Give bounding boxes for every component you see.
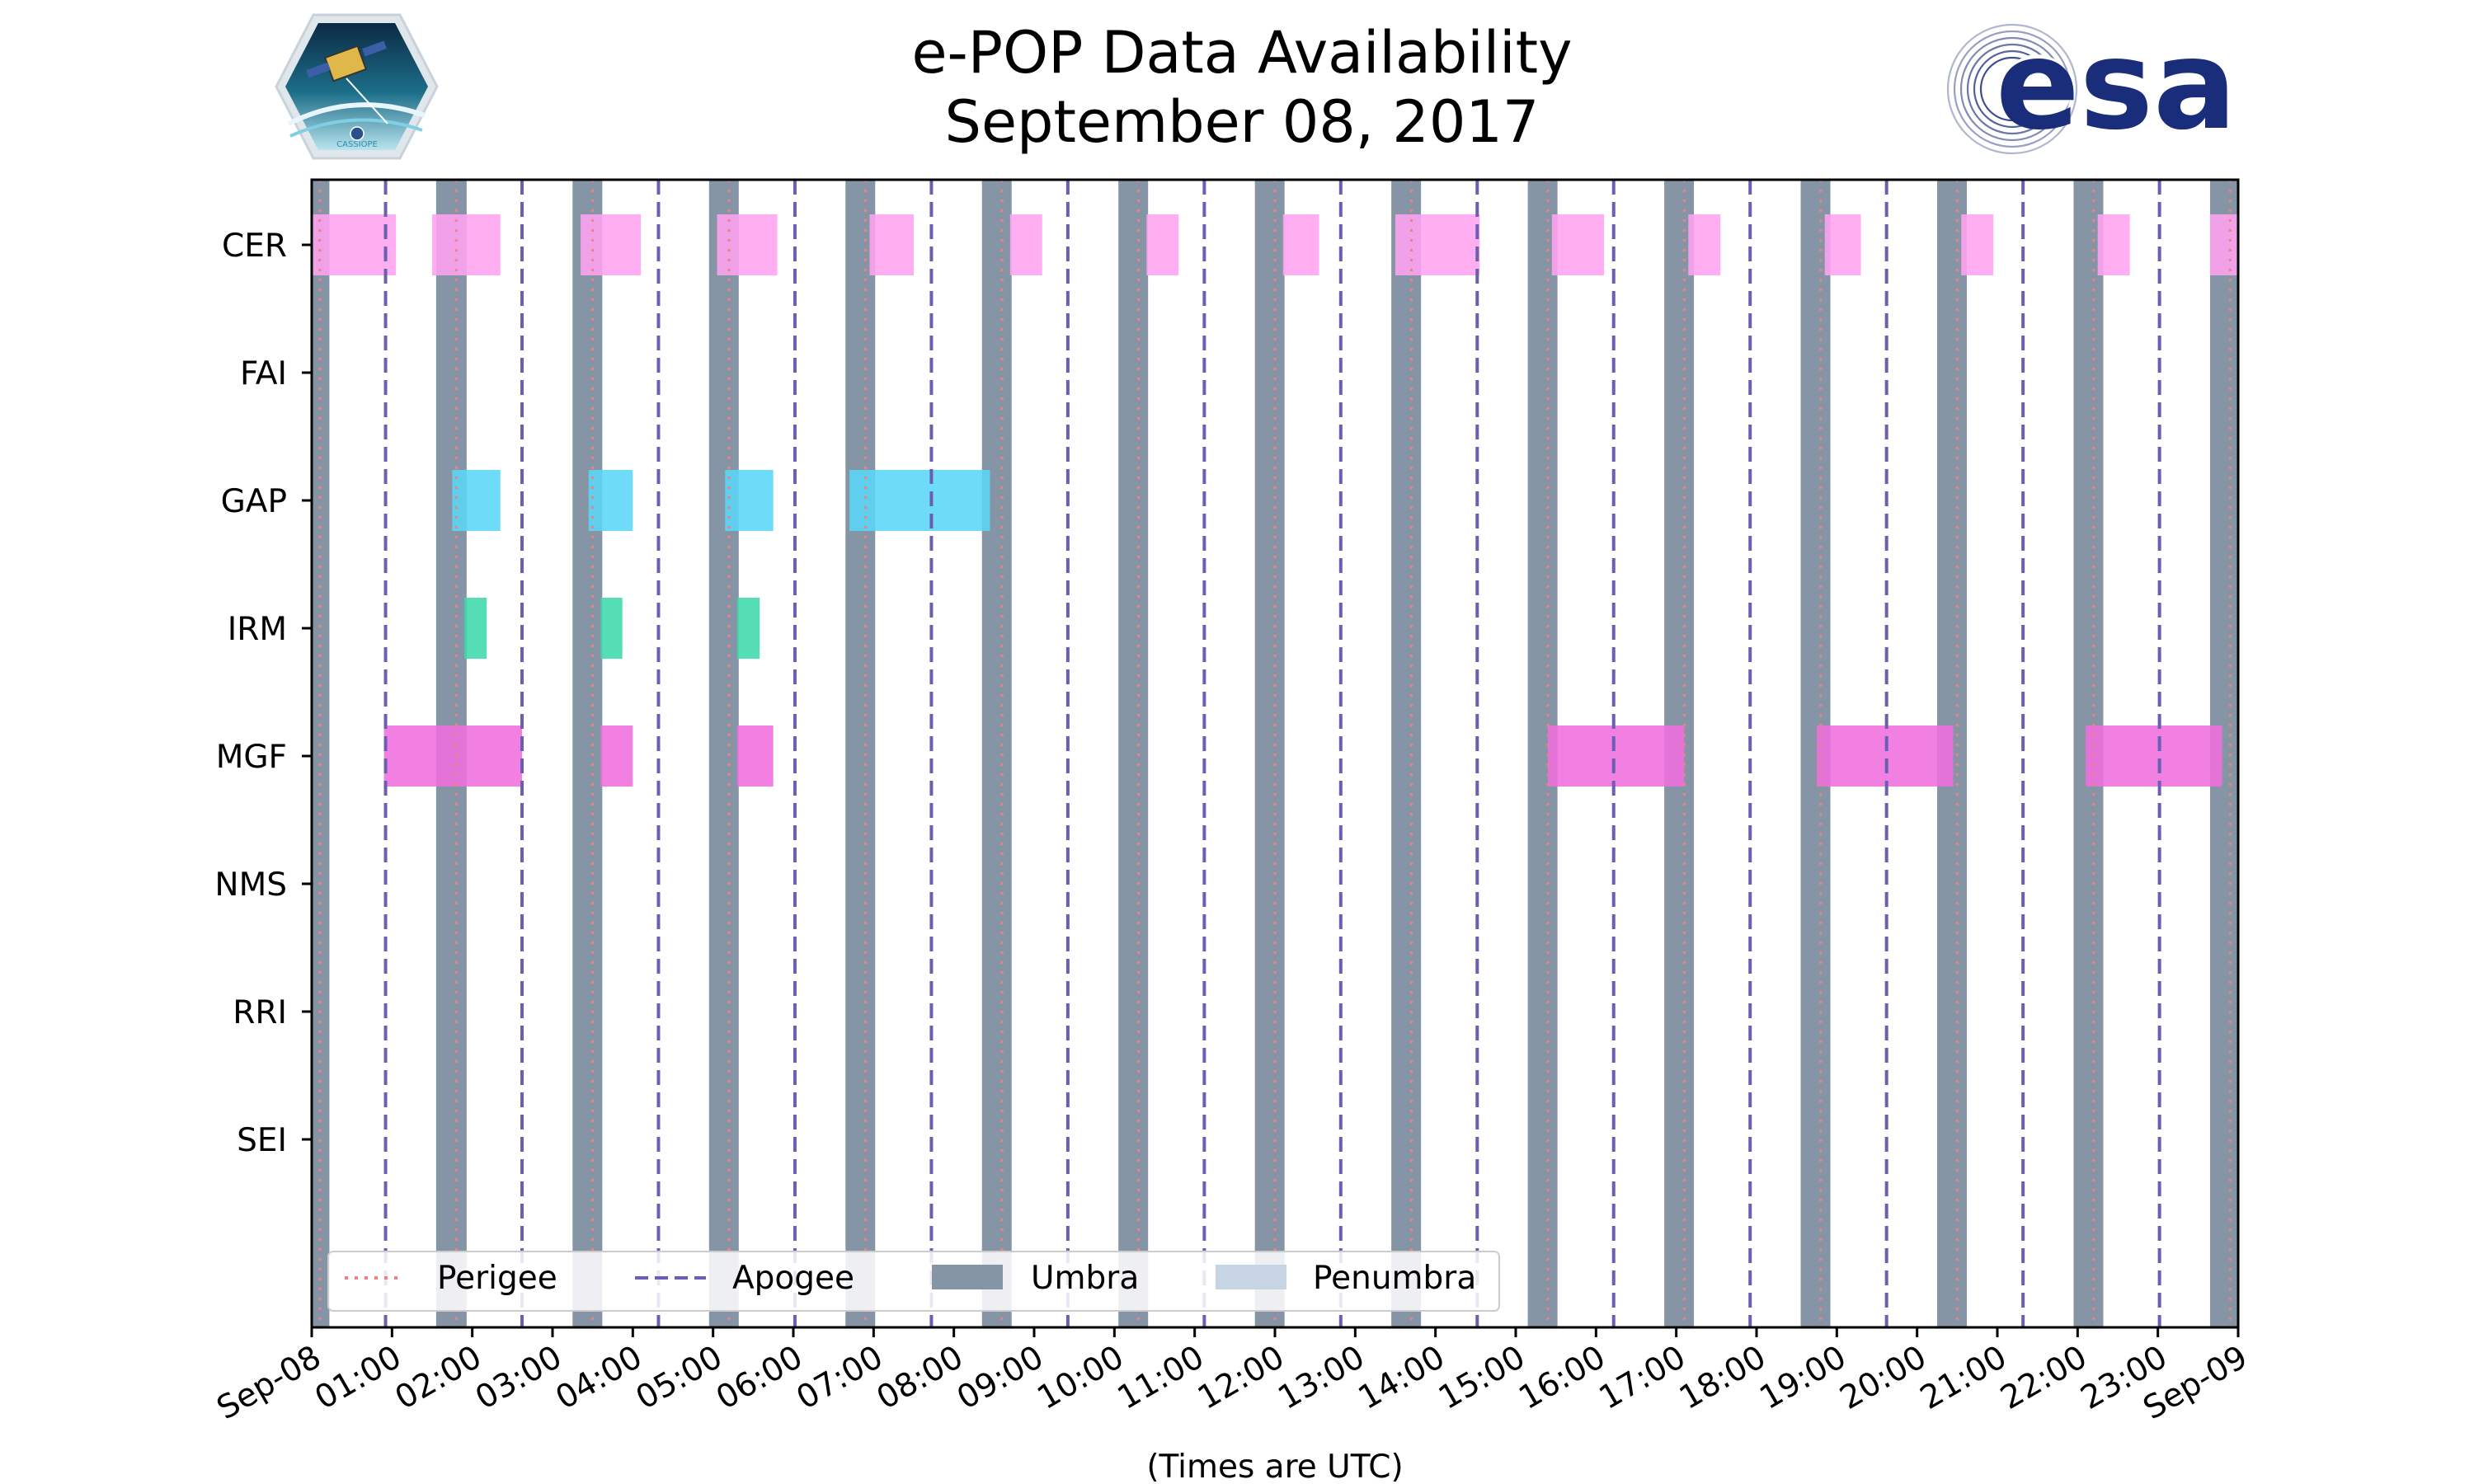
availability-bar-mgf-3 bbox=[1547, 726, 1685, 787]
y-tick-label-irm: IRM bbox=[228, 611, 287, 648]
umbra-bands bbox=[312, 180, 2238, 1327]
availability-bar-mgf-5 bbox=[2086, 726, 2222, 787]
x-tick-label-15: 15:00 bbox=[1432, 1339, 1531, 1417]
x-tick-label-10: 10:00 bbox=[1031, 1339, 1130, 1417]
x-tick-label-13: 13:00 bbox=[1272, 1339, 1371, 1417]
x-tick-label-21: 21:00 bbox=[1914, 1339, 2013, 1417]
y-tick-label-rri: RRI bbox=[233, 994, 287, 1031]
availability-bar-cer-11 bbox=[1824, 214, 1861, 275]
x-tick-label-19: 19:00 bbox=[1753, 1339, 1852, 1417]
availability-bar-cer-9 bbox=[1551, 214, 1605, 275]
umbra-band-3 bbox=[708, 180, 739, 1327]
availability-bar-gap-3 bbox=[849, 470, 990, 531]
availability-bar-cer-4 bbox=[869, 214, 914, 275]
availability-bar-cer-13 bbox=[2097, 214, 2130, 275]
availability-bar-mgf-1 bbox=[600, 726, 633, 787]
legend-umbra-swatch bbox=[932, 1265, 1003, 1289]
y-tick-label-mgf: MGF bbox=[216, 739, 287, 776]
umbra-band-8 bbox=[1391, 180, 1422, 1327]
y-tick-label-sei: SEI bbox=[237, 1122, 287, 1159]
availability-bar-irm-1 bbox=[600, 598, 623, 659]
legend-perigee-label: Perigee bbox=[437, 1260, 557, 1297]
availability-bar-cer-14 bbox=[2209, 214, 2238, 275]
umbra-band-7 bbox=[1254, 180, 1285, 1327]
x-tick-label-0: Sep-08 bbox=[211, 1339, 327, 1428]
umbra-band-4 bbox=[845, 180, 876, 1327]
perigee-lines bbox=[318, 180, 2232, 1327]
x-tick-label-12: 12:00 bbox=[1192, 1339, 1291, 1417]
availability-bar-cer-3 bbox=[717, 214, 778, 275]
plot-area: CER FAI GAP IRM MGF NMS RRI SEI Sep-0801:0002:0… bbox=[211, 178, 2254, 1427]
y-axis: CER FAI GAP IRM MGF NMS RRI SEI bbox=[214, 228, 312, 1159]
availability-bar-irm-2 bbox=[736, 598, 760, 659]
x-tick-label-2: 02:00 bbox=[389, 1339, 488, 1417]
y-tick-label-fai: FAI bbox=[240, 355, 287, 392]
legend-frame bbox=[327, 1251, 1500, 1312]
availability-bars bbox=[312, 214, 2238, 787]
umbra-band-2 bbox=[572, 180, 603, 1327]
x-tick-label-6: 06:00 bbox=[710, 1339, 809, 1417]
availability-bar-cer-1 bbox=[432, 214, 501, 275]
availability-bar-cer-5 bbox=[1009, 214, 1042, 275]
x-tick-label-14: 14:00 bbox=[1352, 1339, 1451, 1417]
availability-bar-mgf-4 bbox=[1817, 726, 1954, 787]
legend: Perigee Apogee Umbra Penumbra bbox=[327, 1251, 1500, 1312]
x-tick-label-16: 16:00 bbox=[1512, 1339, 1611, 1417]
cassiope-logo: CASSIOPE bbox=[275, 13, 439, 160]
legend-umbra-label: Umbra bbox=[1031, 1260, 1139, 1297]
x-tick-label-22: 22:00 bbox=[1994, 1339, 2093, 1417]
esa-wordmark: esa bbox=[1996, 14, 2236, 157]
availability-bar-mgf-0 bbox=[383, 726, 523, 787]
x-tick-label-7: 07:00 bbox=[790, 1339, 889, 1417]
availability-bar-cer-2 bbox=[581, 214, 642, 275]
availability-bar-cer-6 bbox=[1146, 214, 1179, 275]
chart-title-line-2: September 08, 2017 bbox=[945, 88, 1540, 156]
y-tick-label-cer: CER bbox=[222, 228, 287, 265]
availability-bar-cer-0 bbox=[312, 214, 397, 275]
availability-bar-cer-8 bbox=[1395, 214, 1480, 275]
availability-bar-mgf-2 bbox=[736, 726, 774, 787]
legend-penumbra-swatch bbox=[1216, 1265, 1286, 1289]
x-tick-label-8: 08:00 bbox=[871, 1339, 970, 1417]
availability-bar-cer-7 bbox=[1282, 214, 1319, 275]
legend-apogee-label: Apogee bbox=[732, 1260, 854, 1297]
chart-title-line-1: e-POP Data Availability bbox=[911, 19, 1572, 87]
availability-bar-gap-0 bbox=[452, 470, 501, 531]
satellite-icon bbox=[306, 40, 388, 124]
x-tick-label-11: 11:00 bbox=[1112, 1339, 1211, 1417]
x-tick-label-18: 18:00 bbox=[1673, 1339, 1772, 1417]
cassiope-logo-caption: CASSIOPE bbox=[336, 140, 378, 149]
esa-logo: esa bbox=[1946, 14, 2236, 157]
availability-bar-gap-2 bbox=[725, 470, 774, 531]
x-tick-label-17: 17:00 bbox=[1593, 1339, 1692, 1417]
x-tick-label-20: 20:00 bbox=[1834, 1339, 1933, 1417]
y-tick-label-gap: GAP bbox=[221, 483, 287, 520]
x-tick-label-5: 05:00 bbox=[630, 1339, 729, 1417]
availability-bar-irm-0 bbox=[463, 598, 487, 659]
x-tick-label-1: 01:00 bbox=[308, 1339, 407, 1417]
x-axis-label: (Times are UTC) bbox=[1146, 1449, 1403, 1484]
legend-penumbra-label: Penumbra bbox=[1313, 1260, 1476, 1297]
y-tick-label-nms: NMS bbox=[214, 866, 287, 904]
umbra-band-5 bbox=[981, 180, 1012, 1327]
availability-bar-cer-10 bbox=[1688, 214, 1721, 275]
x-tick-label-4: 04:00 bbox=[549, 1339, 648, 1417]
availability-bar-gap-1 bbox=[588, 470, 633, 531]
availability-bar-cer-12 bbox=[1961, 214, 1994, 275]
x-axis: Sep-0801:0002:0003:0004:0005:0006:0007:0… bbox=[211, 1327, 2254, 1427]
x-tick-label-3: 03:00 bbox=[469, 1339, 568, 1417]
umbra-band-6 bbox=[1118, 180, 1149, 1327]
apogee-lines bbox=[383, 180, 2161, 1327]
x-tick-label-9: 09:00 bbox=[951, 1339, 1050, 1417]
